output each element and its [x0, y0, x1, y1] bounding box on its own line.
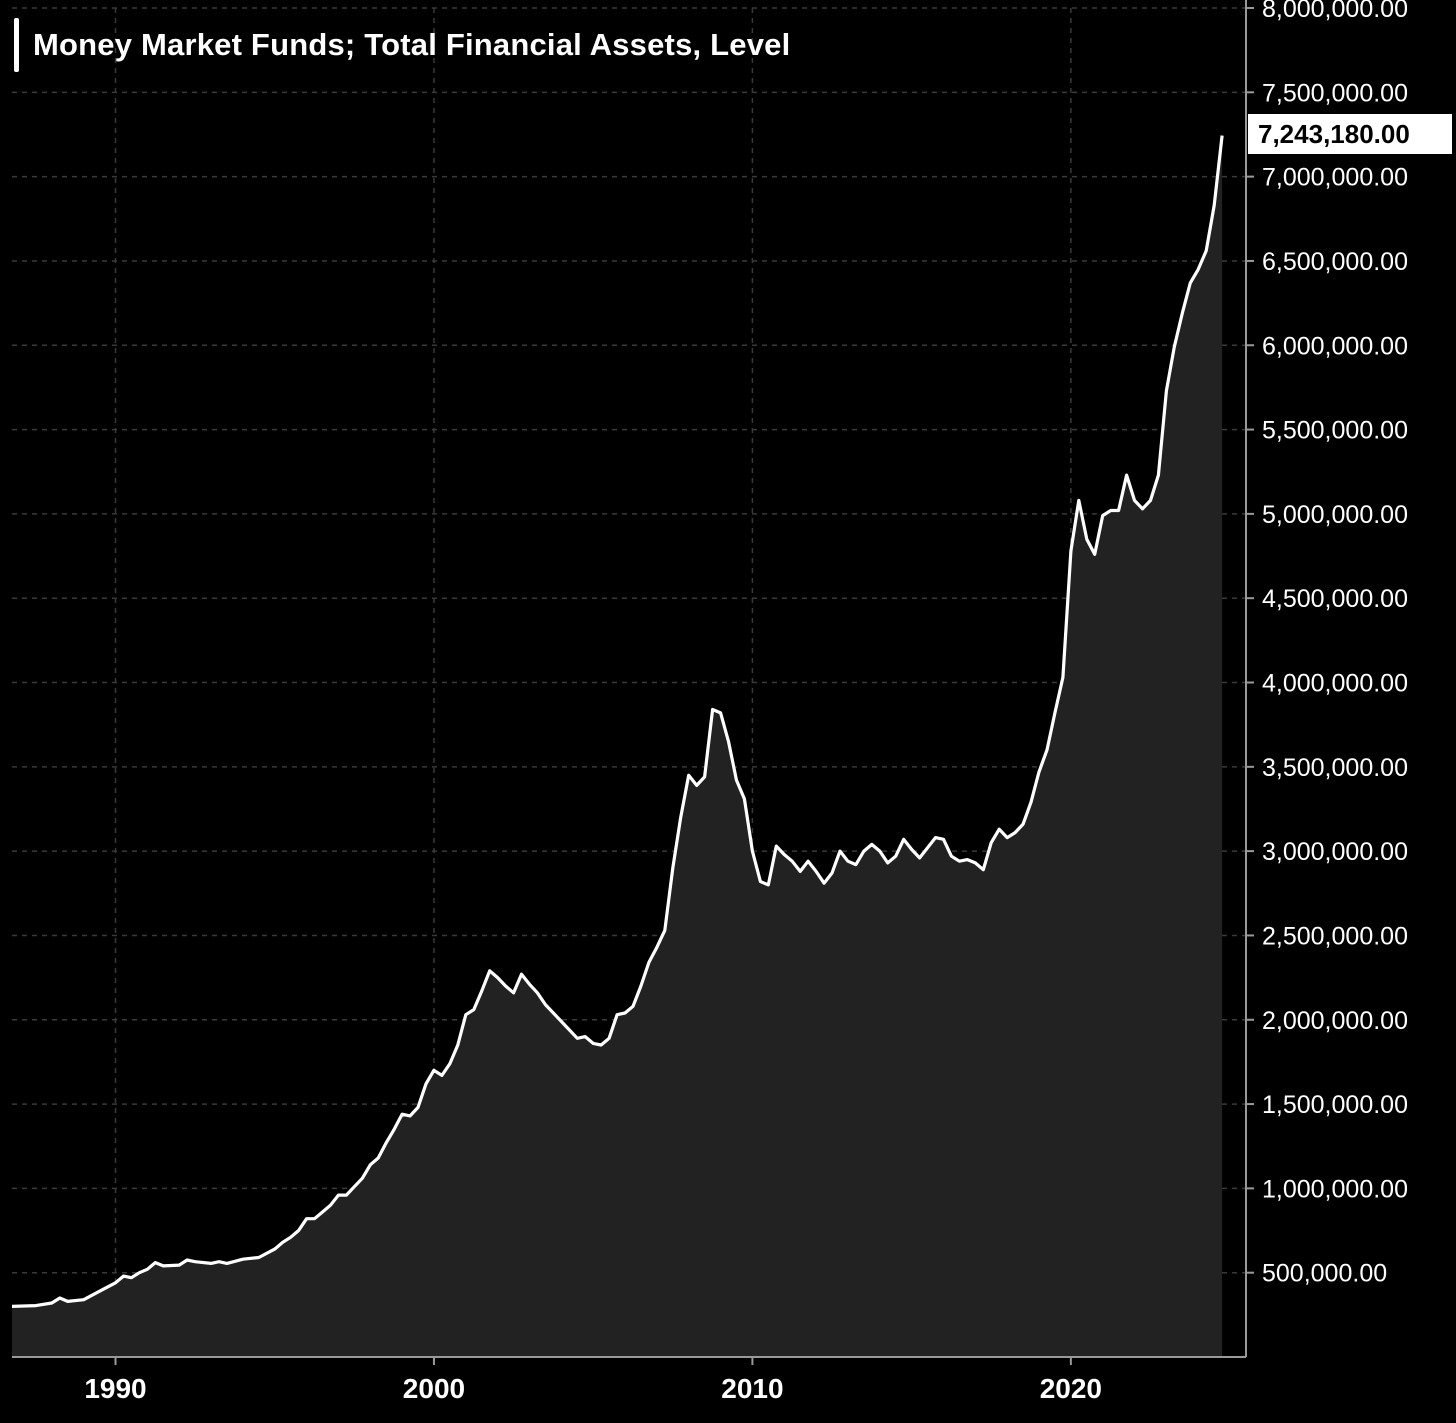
series-line: [11, 135, 1224, 1308]
y-tick-label-5: 3,000,000.00: [1262, 838, 1408, 866]
y-tick-label-1: 1,000,000.00: [1262, 1175, 1408, 1203]
x-axis-ticks: 1990 2000 2010 2020: [84, 1357, 1102, 1404]
y-axis-ticks: 500,000.00 1,000,000.00 1,500,000.00 2,000,…: [1246, 0, 1408, 1288]
y-tick-label-8: 4,500,000.00: [1262, 585, 1408, 613]
chart-title-box: Money Market Funds; Total Financial Asse…: [14, 18, 790, 72]
last-value-label: 7,243,180.00: [1248, 114, 1452, 154]
y-tick-label-0: 500,000.00: [1262, 1260, 1387, 1288]
area-fill: [12, 135, 1223, 1358]
y-tick-label-6: 3,500,000.00: [1262, 754, 1408, 782]
x-tick-label-1: 2000: [403, 1373, 465, 1404]
y-tick-label-13: 7,000,000.00: [1262, 164, 1408, 192]
x-tick-label-2: 2010: [721, 1373, 783, 1404]
y-tick-label-11: 6,000,000.00: [1262, 332, 1408, 360]
title-accent-bar: [14, 18, 19, 72]
y-tick-label-7: 4,000,000.00: [1262, 670, 1408, 698]
x-tick-label-3: 2020: [1040, 1373, 1102, 1404]
x-tick-label-0: 1990: [84, 1373, 146, 1404]
y-tick-label-2: 1,500,000.00: [1262, 1091, 1408, 1119]
y-tick-label-9: 5,000,000.00: [1262, 501, 1408, 529]
y-tick-label-10: 5,500,000.00: [1262, 417, 1408, 445]
chart-title: Money Market Funds; Total Financial Asse…: [33, 27, 791, 62]
y-tick-label-15: 8,000,000.00: [1262, 0, 1408, 23]
y-tick-label-4: 2,500,000.00: [1262, 922, 1408, 950]
y-tick-label-3: 2,000,000.00: [1262, 1007, 1408, 1035]
y-tick-label-14: 7,500,000.00: [1262, 79, 1408, 107]
y-tick-label-12: 6,500,000.00: [1262, 248, 1408, 276]
